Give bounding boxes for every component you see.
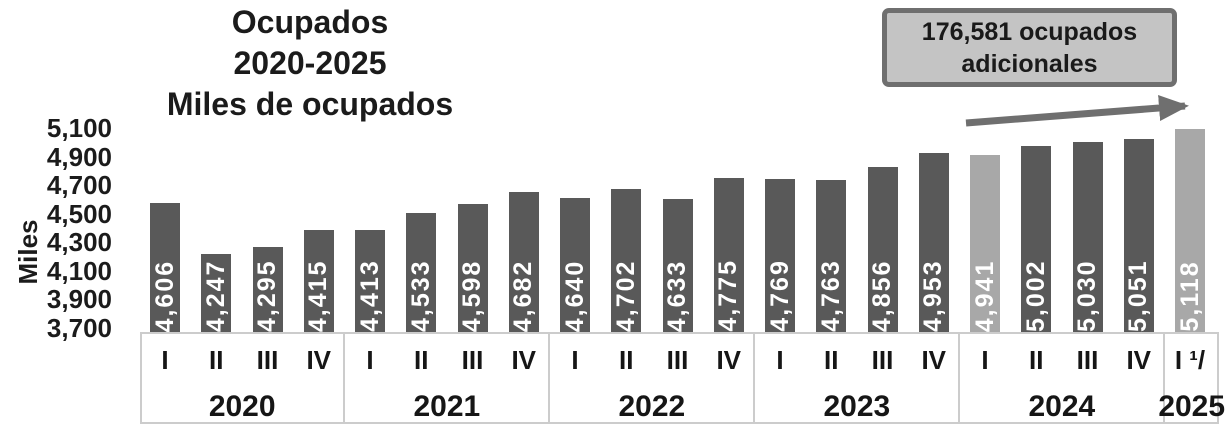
- bar-value-label: 4,640: [560, 259, 589, 332]
- group-divider: [548, 332, 551, 424]
- year-label-2021: 2021: [413, 390, 481, 423]
- y-tick-4100: 4,100: [46, 255, 112, 286]
- bar-2021-6: 4,533: [406, 213, 437, 332]
- bar-2022-10: 4,702: [611, 188, 642, 332]
- y-tick-5100: 5,100: [46, 113, 112, 143]
- bar-2020-1: 4,606: [150, 202, 180, 332]
- year-label-2024: 2024: [1028, 390, 1096, 423]
- quarter-label-2023-14: II: [824, 345, 839, 375]
- trend-arrow-icon: [965, 95, 1189, 127]
- bar-value-label: 4,775: [714, 259, 743, 332]
- bar-2023-15: 4,856: [867, 166, 898, 332]
- chart-title: Ocupados 2020-2025 Miles de ocupados: [130, 2, 490, 125]
- bar-value-label: 4,533: [406, 259, 435, 332]
- bar-2024-18: 5,002: [1021, 146, 1052, 332]
- bar-value-label: 4,682: [509, 259, 538, 332]
- year-label-2022: 2022: [618, 390, 686, 423]
- y-tick-4300: 4,300: [46, 227, 112, 258]
- group-divider: [343, 332, 346, 424]
- quarter-label-2023-15: III: [871, 345, 894, 375]
- bar-2023-14: 4,763: [816, 180, 847, 332]
- quarter-label-2021-5: I: [366, 345, 374, 375]
- bar-2021-7: 4,598: [457, 203, 488, 332]
- chart-title-line-1: Ocupados: [231, 4, 389, 40]
- quarter-label-2023-16: IV: [921, 345, 947, 375]
- bar-2024-20: 5,051: [1123, 139, 1154, 332]
- bar-2025-21: 5,118: [1175, 129, 1205, 332]
- quarter-label-2025-21: I ¹/: [1174, 345, 1206, 375]
- bar-2022-9: 4,640: [560, 197, 590, 332]
- quarter-label-2021-8: IV: [511, 345, 537, 375]
- quarter-label-2021-6: II: [414, 345, 429, 375]
- quarter-label-2022-9: I: [571, 345, 579, 375]
- bar-value-label: 4,606: [150, 259, 179, 332]
- bar-value-label: 4,415: [304, 259, 333, 332]
- quarter-label-2021-7: III: [461, 345, 484, 375]
- annotation-callout: 176,581 ocupados adicionales: [882, 8, 1177, 87]
- bar-value-label: 5,051: [1124, 259, 1153, 332]
- quarter-label-2022-10: II: [619, 345, 634, 375]
- bar-2022-11: 4,633: [662, 198, 693, 332]
- bar-value-label: 4,856: [868, 259, 896, 332]
- bar-value-label: 4,769: [765, 259, 794, 332]
- year-label-2025: 2025: [1158, 390, 1226, 423]
- bar-value-label: 4,941: [970, 259, 999, 332]
- quarter-label-2020-1: I: [161, 345, 169, 375]
- year-label-2020: 2020: [208, 390, 276, 423]
- quarter-label-2020-4: IV: [306, 345, 332, 375]
- group-divider: [753, 332, 756, 424]
- bar-2020-2: 4,247: [201, 253, 232, 332]
- bar-2023-16: 4,953: [918, 153, 949, 332]
- bar-2024-19: 5,030: [1072, 142, 1103, 332]
- annotation-line-1: 176,581 ocupados: [921, 17, 1138, 46]
- quarter-label-2020-3: III: [256, 345, 279, 375]
- category-axis-box: [140, 332, 1219, 424]
- group-divider: [958, 332, 961, 424]
- bar-2021-5: 4,413: [355, 230, 385, 332]
- bar-value-label: 4,598: [458, 259, 486, 332]
- bar-2024-17: 4,941: [970, 154, 1000, 332]
- y-tick-4500: 4,500: [46, 198, 112, 229]
- quarter-label-2023-13: I: [776, 345, 784, 375]
- bar-value-label: 4,633: [663, 259, 691, 332]
- y-tick-4700: 4,700: [46, 170, 112, 201]
- year-label-2023: 2023: [823, 390, 891, 423]
- quarter-label-2024-17: I: [981, 345, 989, 375]
- bar-value-label: 4,763: [816, 259, 845, 332]
- bar-value-label: 5,118: [1175, 260, 1204, 332]
- quarter-label-2024-20: IV: [1126, 345, 1152, 375]
- bar-value-label: 4,295: [253, 259, 281, 332]
- y-tick-4900: 4,900: [46, 141, 112, 172]
- quarter-label-2020-2: II: [209, 345, 224, 375]
- chart-title-line-3: Miles de ocupados: [166, 86, 454, 122]
- chart-title-line-2: 2020-2025: [233, 45, 387, 81]
- y-tick-3700: 3,700: [46, 313, 112, 343]
- bar-value-label: 4,953: [919, 259, 948, 332]
- y-tick-3900: 3,900: [46, 284, 112, 315]
- quarter-label-2024-19: III: [1076, 345, 1099, 375]
- quarter-label-2022-12: IV: [716, 345, 742, 375]
- bar-2022-12: 4,775: [713, 178, 744, 332]
- quarter-label-2022-11: III: [666, 345, 689, 375]
- group-divider: [1163, 332, 1166, 424]
- annotation-line-2: adicionales: [961, 49, 1098, 78]
- bar-2020-3: 4,295: [252, 247, 283, 332]
- bar-value-label: 4,413: [355, 259, 384, 332]
- bar-value-label: 5,002: [1021, 259, 1050, 332]
- bar-2023-13: 4,769: [765, 179, 795, 332]
- bar-value-label: 4,702: [611, 259, 640, 332]
- bar-2021-8: 4,682: [508, 191, 539, 332]
- quarter-label-2024-18: II: [1029, 345, 1044, 375]
- bar-value-label: 5,030: [1073, 259, 1101, 332]
- bar-value-label: 4,247: [201, 259, 230, 332]
- bar-2020-4: 4,415: [303, 229, 334, 332]
